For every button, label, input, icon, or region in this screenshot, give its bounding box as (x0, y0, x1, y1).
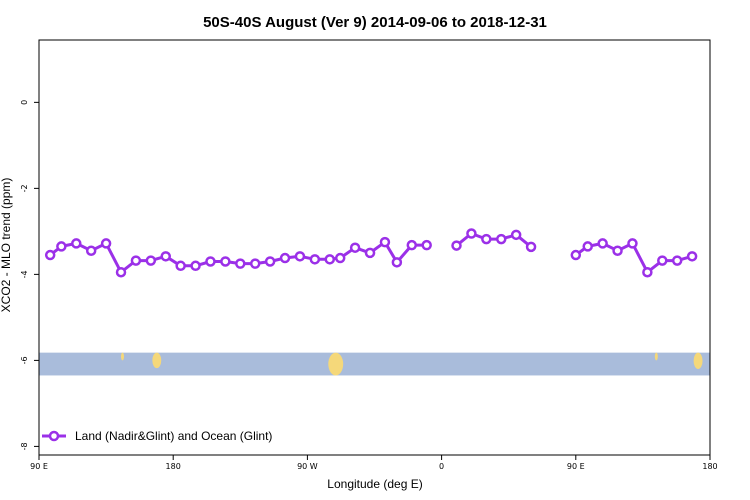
data-point (71, 238, 82, 249)
x-tick-label: 90 E (30, 462, 48, 471)
data-point (145, 255, 157, 266)
data-point (570, 249, 582, 261)
data-point (264, 256, 276, 267)
y-axis-label: XCO2 - MLO trend (ppm) (0, 178, 13, 313)
data-point (249, 258, 261, 269)
legend-label: Land (Nadir&Glint) and Ocean (Glint) (75, 429, 272, 443)
y-tick-label: -6 (20, 356, 29, 364)
x-tick-label: 0 (439, 462, 444, 471)
data-point (160, 251, 171, 262)
data-point (130, 255, 142, 266)
y-tick-label: 0 (20, 100, 29, 105)
data-point (379, 236, 391, 248)
land-patch (693, 352, 703, 369)
land-patch (654, 352, 658, 361)
data-point (510, 229, 522, 241)
data-point (451, 240, 462, 251)
x-tick-label: 90 E (567, 462, 585, 471)
data-point (582, 241, 593, 252)
data-point (85, 245, 97, 256)
data-point (657, 255, 668, 266)
data-point (421, 239, 432, 251)
data-point (495, 233, 507, 245)
data-point (406, 239, 418, 251)
ocean-band (39, 352, 710, 376)
data-point (324, 254, 336, 265)
legend: Land (Nadir&Glint) and Ocean (Glint) (42, 429, 272, 443)
data-point (190, 260, 201, 272)
legend-marker-icon (48, 430, 60, 442)
plot-frame (38, 39, 711, 456)
data-point (100, 238, 112, 249)
data-point (642, 266, 653, 278)
data-point (294, 251, 306, 262)
data-point (597, 238, 608, 249)
data-point (115, 266, 127, 278)
data-point (349, 242, 361, 253)
data-point (686, 251, 698, 262)
y-tick-label: -4 (20, 270, 29, 278)
land-ocean-band (39, 352, 710, 376)
data-point (220, 256, 231, 267)
land-patch (328, 352, 344, 376)
data-point (205, 256, 216, 267)
data-point (44, 249, 56, 261)
series-layer (44, 228, 698, 278)
data-point (334, 252, 346, 264)
data-point (466, 228, 477, 239)
data-point (391, 257, 403, 268)
data-point (309, 254, 321, 265)
x-tick-label: 180 (702, 462, 717, 471)
land-patch (121, 352, 125, 361)
data-point (627, 238, 638, 249)
x-axis: 90 E 180 90 W 0 90 E 180 (30, 455, 718, 471)
data-point (175, 260, 186, 272)
chart-title: 50S-40S August (Ver 9) 2014-09-06 to 201… (203, 14, 547, 31)
data-point (481, 233, 492, 245)
land-patch (152, 352, 162, 369)
data-point (56, 241, 67, 252)
y-axis: 0 -2 -4 -6 -8 (20, 100, 39, 450)
data-point (671, 255, 683, 266)
x-tick-label: 180 (166, 462, 181, 471)
x-axis-label: Longitude (deg E) (327, 477, 422, 491)
data-point (525, 241, 537, 253)
x-tick-label: 90 W (297, 462, 318, 471)
data-point (612, 245, 623, 256)
data-point (235, 258, 246, 269)
y-tick-label: -2 (20, 184, 29, 192)
y-tick-label: -8 (20, 442, 29, 450)
data-point (279, 252, 291, 264)
data-point (364, 247, 376, 259)
